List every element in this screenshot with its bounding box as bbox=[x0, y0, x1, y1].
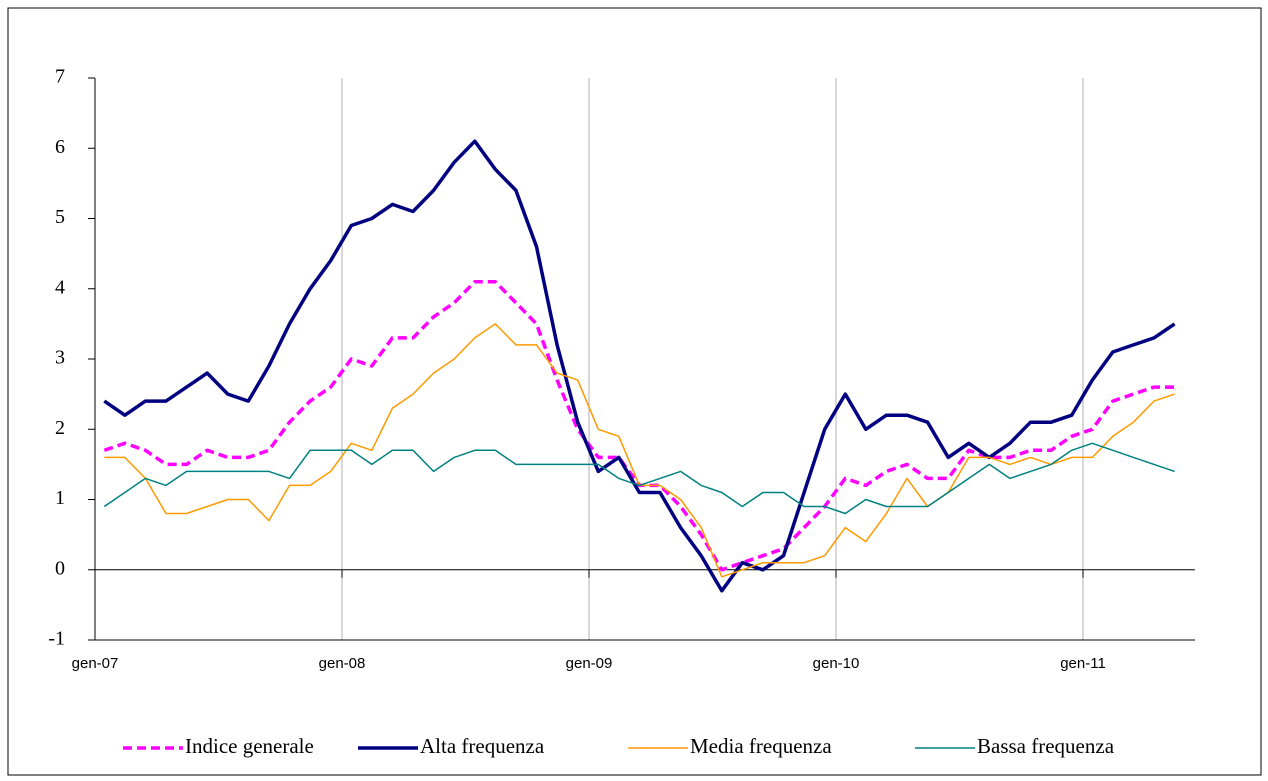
legend-label: Bassa frequenza bbox=[977, 734, 1115, 758]
y-tick-label: 1 bbox=[55, 487, 65, 509]
legend-label: Alta frequenza bbox=[420, 734, 545, 758]
y-tick-label: -1 bbox=[48, 628, 65, 650]
y-tick-label: 3 bbox=[55, 347, 65, 369]
series-line bbox=[103, 139, 1176, 593]
chart-frame bbox=[7, 7, 1262, 776]
x-tick-label: gen-10 bbox=[813, 655, 860, 672]
series-line bbox=[103, 442, 1175, 515]
y-tick-label: 7 bbox=[55, 66, 65, 88]
x-tick-label: gen-11 bbox=[1060, 655, 1106, 672]
y-tick-label: 6 bbox=[55, 136, 65, 158]
x-tick-label: gen-09 bbox=[566, 655, 613, 672]
x-tick-label: gen-08 bbox=[319, 655, 366, 672]
legend-label: Media frequenza bbox=[690, 734, 832, 758]
y-tick-label: 4 bbox=[55, 276, 65, 298]
x-tick-label: gen-07 bbox=[72, 655, 119, 672]
y-tick-label: 0 bbox=[55, 557, 65, 579]
y-tick-label: 2 bbox=[55, 417, 65, 439]
legend-label: Indice generale bbox=[185, 734, 314, 758]
y-tick-label: 5 bbox=[55, 206, 65, 228]
